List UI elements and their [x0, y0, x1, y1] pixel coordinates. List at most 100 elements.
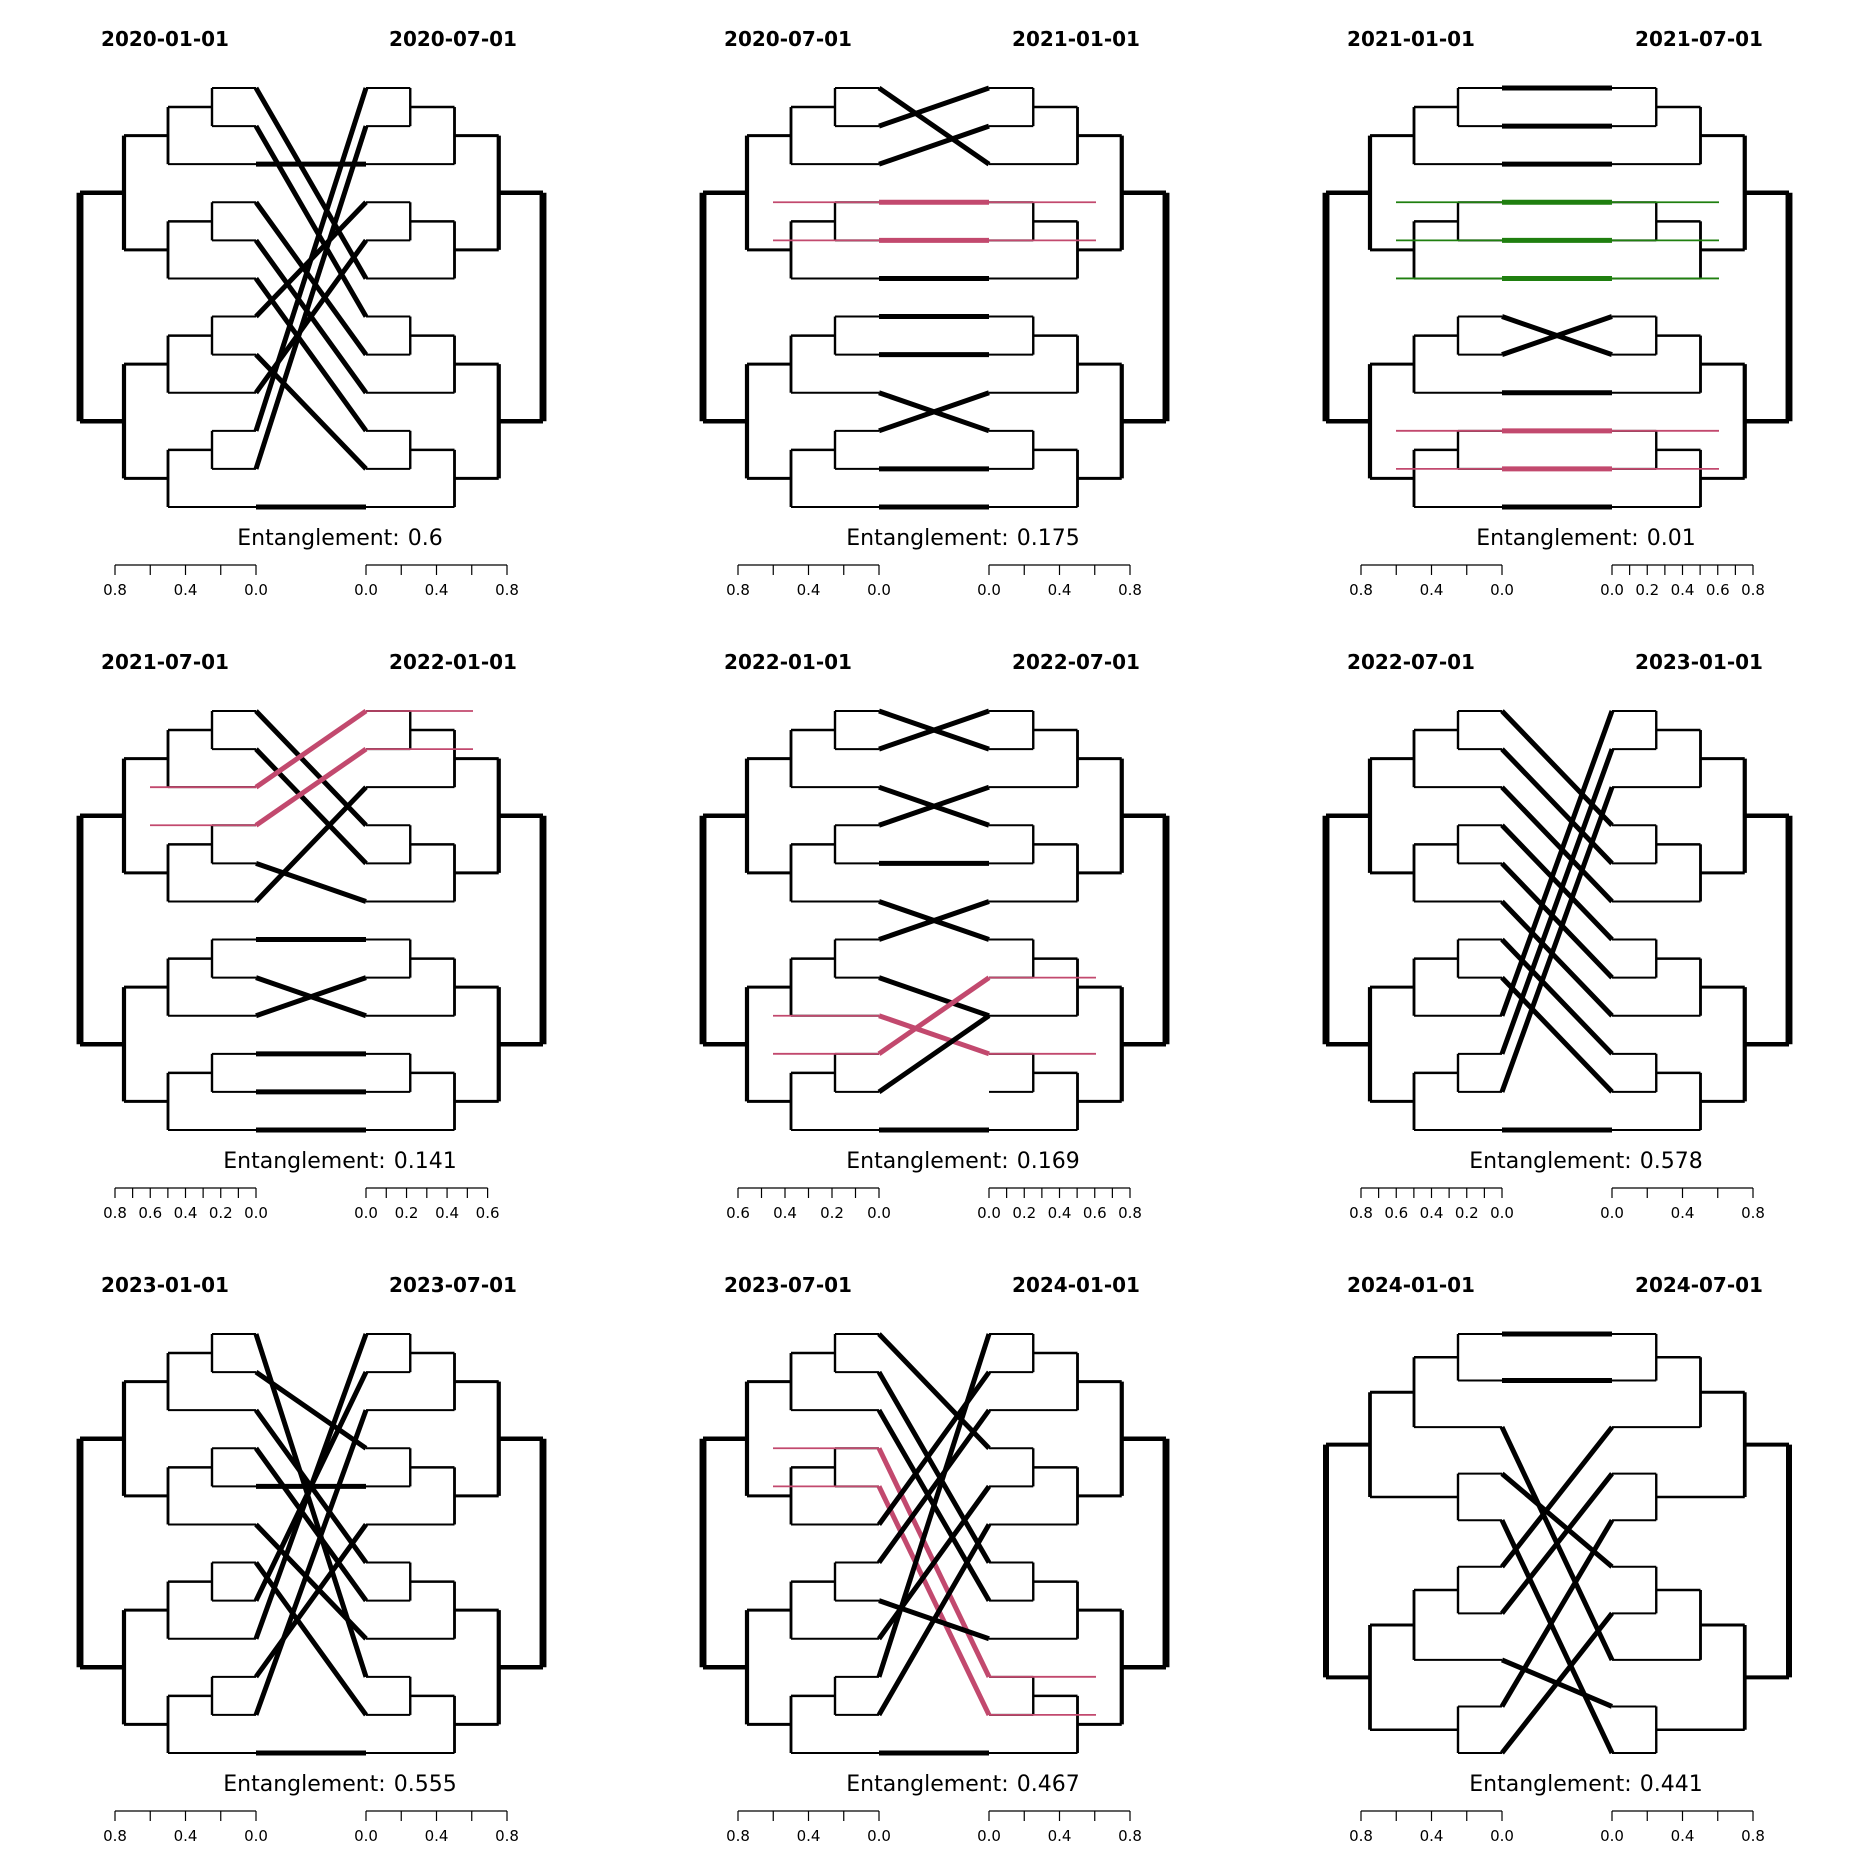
connecting-line [1500, 1425, 1614, 1569]
entanglement-prefix: Entanglement: [846, 526, 1008, 551]
entanglement-value: 0.578 [1640, 1149, 1703, 1174]
entanglement-value: 0.467 [1017, 1772, 1080, 1797]
right-axis-tick-label: 0.0 [354, 1204, 378, 1222]
connecting-line [1500, 785, 1614, 904]
connecting-line [254, 747, 368, 866]
connecting-line [877, 975, 991, 1056]
connecting-line [255, 975, 367, 1019]
right-axis-tick-label: 0.6 [1083, 1204, 1107, 1222]
connecting-line [253, 87, 369, 432]
right-axis-tick-label: 0.0 [1600, 581, 1624, 599]
entanglement-label: Entanglement: 0.555 [223, 1772, 456, 1797]
right-axis-tick-label: 0.4 [1048, 1204, 1072, 1222]
right-tree-title: 2022-07-01 [1012, 650, 1140, 674]
entanglement-prefix: Entanglement: [1469, 1772, 1631, 1797]
entanglement-prefix: Entanglement: [1469, 1149, 1631, 1174]
connecting-line [878, 784, 990, 828]
left-tree-title: 2020-01-01 [101, 27, 229, 51]
left-axis-tick-label: 0.8 [103, 581, 127, 599]
right-axis-tick-label: 0.4 [425, 581, 449, 599]
connecting-line [1500, 823, 1614, 942]
left-tree-title: 2023-01-01 [101, 1273, 229, 1297]
connecting-line [876, 1408, 992, 1565]
connecting-line [878, 123, 990, 167]
connecting-line [253, 1409, 369, 1716]
entanglement-value: 0.441 [1640, 1772, 1703, 1797]
left-tree-title: 2021-01-01 [1347, 27, 1475, 51]
left-tree-title: 2023-07-01 [724, 1273, 852, 1297]
connecting-line [253, 1333, 369, 1640]
connecting-line [1500, 1611, 1614, 1755]
left-axis-tick-label: 0.6 [138, 1204, 162, 1222]
left-axis-tick-label: 0.0 [1490, 1827, 1514, 1845]
tanglegram-panel: 2020-07-01 2021-01-01 Entanglement: 0.175 0.… [699, 27, 1170, 599]
right-axis-tick-label: 0.4 [1671, 581, 1695, 599]
right-axis-tick-label: 0.4 [425, 1827, 449, 1845]
left-axis-tick-label: 0.2 [209, 1204, 233, 1222]
entanglement-value: 0.175 [1017, 526, 1080, 551]
connecting-line [878, 899, 990, 942]
right-axis-tick-label: 0.0 [977, 581, 1001, 599]
connecting-line [1499, 748, 1615, 1055]
left-axis-tick-label: 0.0 [867, 1827, 891, 1845]
right-axis-tick-label: 0.0 [977, 1827, 1001, 1845]
connecting-line [253, 1561, 369, 1717]
left-axis-tick-label: 0.8 [1349, 1827, 1373, 1845]
entanglement-value: 0.6 [408, 526, 443, 551]
right-axis-tick-label: 0.8 [1741, 1827, 1765, 1845]
connecting-line [877, 85, 991, 167]
right-axis-tick-label: 0.0 [354, 1827, 378, 1845]
connecting-line [1500, 899, 1614, 1018]
connecting-line [253, 1522, 369, 1679]
left-axis-tick-label: 0.0 [867, 581, 891, 599]
connecting-line [253, 124, 369, 318]
entanglement-label: Entanglement: 0.6 [237, 526, 442, 551]
left-axis-tick-label: 0.8 [103, 1204, 127, 1222]
entanglement-label: Entanglement: 0.175 [846, 526, 1079, 551]
connecting-line [1500, 1472, 1614, 1615]
connecting-line [1499, 1518, 1615, 1708]
right-axis-tick-label: 0.8 [495, 581, 519, 599]
tanglegram-panel: 2023-07-01 2024-01-01 Entanglement: 0.467 0.… [699, 1273, 1170, 1845]
connecting-line [1499, 710, 1615, 1017]
right-axis-tick-label: 0.2 [1635, 581, 1659, 599]
left-axis-tick-label: 0.4 [797, 581, 821, 599]
left-axis-tick-label: 0.8 [103, 1827, 127, 1845]
right-tree-title: 2021-01-01 [1012, 27, 1140, 51]
entanglement-label: Entanglement: 0.578 [1469, 1149, 1702, 1174]
right-axis-tick-label: 0.4 [1671, 1204, 1695, 1222]
right-axis-tick-label: 0.0 [354, 581, 378, 599]
left-axis-tick-label: 0.6 [726, 1204, 750, 1222]
left-axis-tick-label: 0.8 [726, 581, 750, 599]
connecting-line [878, 85, 990, 129]
entanglement-label: Entanglement: 0.141 [223, 1149, 456, 1174]
left-tree-title: 2022-01-01 [724, 650, 852, 674]
right-axis-tick-label: 0.8 [495, 1827, 519, 1845]
right-axis-tick-label: 0.8 [1118, 1204, 1142, 1222]
right-axis-tick-label: 0.8 [1741, 581, 1765, 599]
connecting-line [254, 708, 368, 790]
right-axis-tick-label: 0.4 [1048, 1827, 1072, 1845]
left-axis-tick-label: 0.4 [1420, 1827, 1444, 1845]
left-axis-tick-label: 0.0 [867, 1204, 891, 1222]
entanglement-label: Entanglement: 0.441 [1469, 1772, 1702, 1797]
right-axis-tick-label: 0.0 [1600, 1827, 1624, 1845]
connecting-line [878, 390, 990, 434]
left-axis-tick-label: 0.8 [1349, 1204, 1373, 1222]
tanglegram-panel: 2021-01-01 2021-07-01 Entanglement: 0.01 0.8… [1322, 27, 1793, 599]
left-axis-tick-label: 0.8 [726, 1827, 750, 1845]
left-tree-title: 2022-07-01 [1347, 650, 1475, 674]
entanglement-prefix: Entanglement: [846, 1772, 1008, 1797]
tanglegram-panel: 2022-07-01 2023-01-01 Entanglement: 0.578 0.… [1322, 650, 1793, 1222]
tanglegram-panel: 2023-01-01 2023-07-01 Entanglement: 0.555 0.… [76, 1273, 547, 1845]
entanglement-label: Entanglement: 0.467 [846, 1772, 1079, 1797]
connecting-line [876, 1370, 992, 1564]
left-axis-tick-label: 0.0 [244, 1827, 268, 1845]
connecting-line [255, 861, 367, 904]
left-axis-tick-label: 0.0 [1490, 1204, 1514, 1222]
connecting-line [1499, 1519, 1615, 1755]
connecting-line [254, 1370, 368, 1451]
connecting-line [876, 1523, 992, 1717]
connecting-line [1499, 786, 1615, 1093]
right-axis-tick-label: 0.0 [977, 1204, 1001, 1222]
